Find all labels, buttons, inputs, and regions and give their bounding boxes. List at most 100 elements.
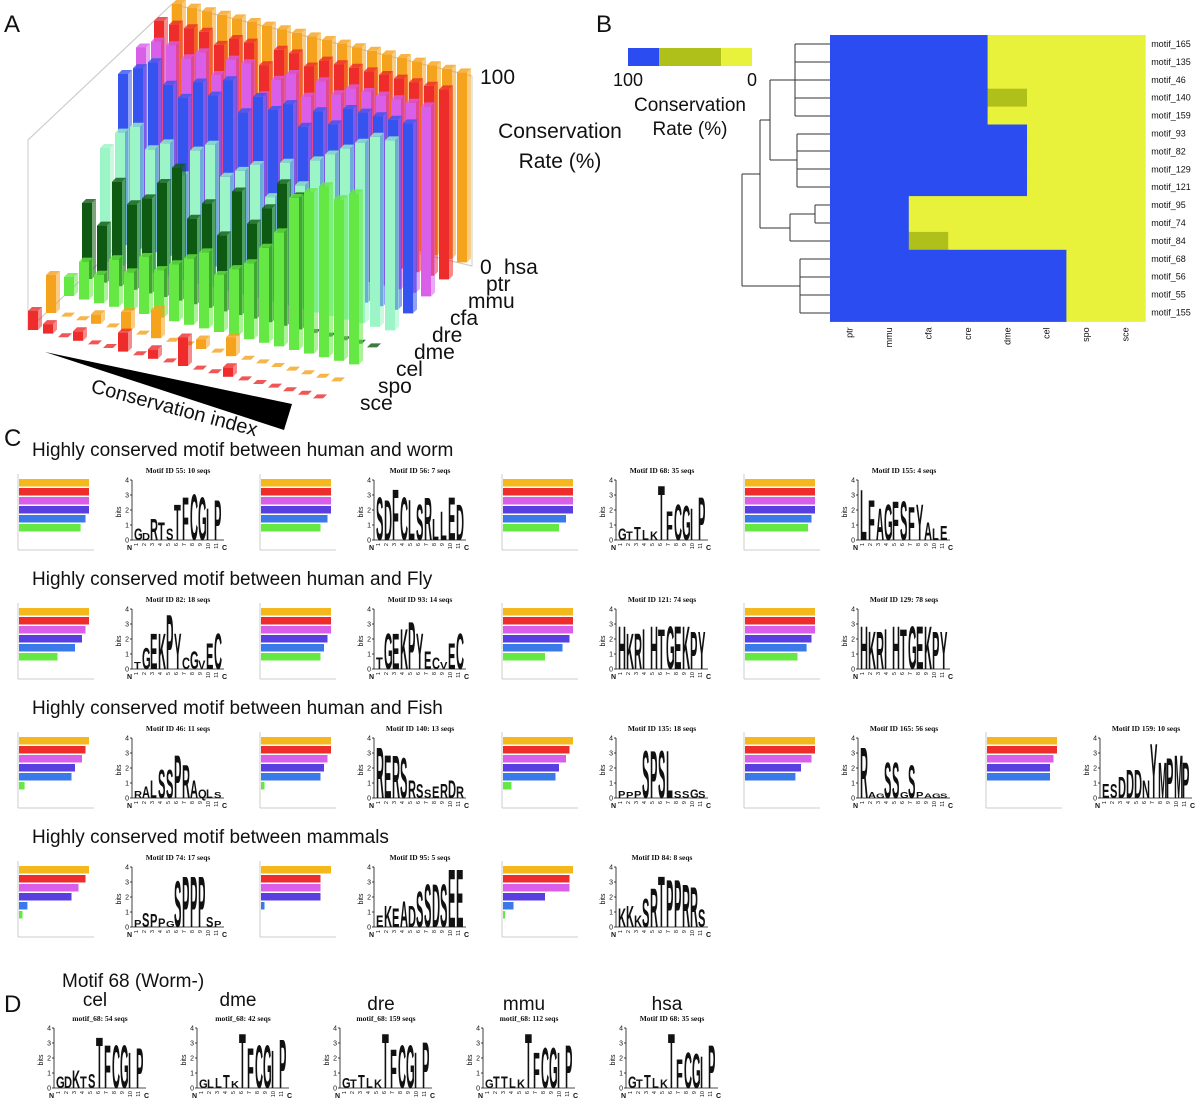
bar bbox=[304, 192, 314, 354]
logo-letter: F bbox=[533, 1041, 540, 1099]
bar-top bbox=[166, 338, 180, 342]
logo-x-tick-label: 9 bbox=[682, 930, 688, 933]
logo-x-tick-label: 5 bbox=[408, 672, 414, 675]
heatmap-cell bbox=[830, 214, 870, 232]
logo-letter: T bbox=[358, 1072, 365, 1093]
logo-end-label: N bbox=[369, 803, 374, 810]
heatmap-cell bbox=[909, 196, 949, 214]
species-label: dre bbox=[367, 994, 394, 1015]
minibar bbox=[261, 764, 324, 772]
logo-end-label: C bbox=[716, 1093, 721, 1100]
logo-letter: S bbox=[698, 906, 705, 933]
logo-x-tick-label: 11 bbox=[708, 1091, 714, 1097]
logo-title: Motif ID 159: 10 seqs bbox=[1112, 724, 1180, 733]
heatmap-cell bbox=[830, 178, 870, 196]
logo-x-tick-label: 8 bbox=[190, 543, 196, 546]
minibar bbox=[745, 617, 815, 625]
logo-y-tick-label: 1 bbox=[125, 781, 129, 788]
logo-x-tick-label: 9 bbox=[263, 1091, 269, 1094]
logo-x-tick-label: 8 bbox=[112, 1091, 118, 1094]
heatmap-cell bbox=[948, 268, 988, 286]
column-label: mmu bbox=[884, 327, 894, 347]
bar bbox=[214, 275, 224, 332]
logo-letter: S bbox=[884, 751, 891, 809]
logo-letter: Y bbox=[916, 493, 923, 551]
logo-y-tick-label: 2 bbox=[609, 766, 613, 773]
logo-y-tick-label: 4 bbox=[367, 478, 371, 485]
minibar bbox=[503, 635, 570, 643]
logo-x-tick-label: 3 bbox=[501, 1091, 507, 1094]
bar bbox=[229, 269, 239, 336]
logo-end-label: N bbox=[621, 1093, 626, 1100]
logo-x-tick-label: 8 bbox=[674, 801, 680, 804]
logo-x-tick-label: 4 bbox=[158, 930, 164, 933]
logo-x-tick-label: 11 bbox=[698, 543, 704, 549]
logo-y-label: bits bbox=[1084, 764, 1091, 775]
logo-letter: T bbox=[501, 1073, 508, 1092]
logo-y-tick-label: 1 bbox=[609, 523, 613, 530]
logo-y-tick-label: 0 bbox=[367, 796, 371, 803]
logo-y-tick-label: 1 bbox=[367, 652, 371, 659]
heatmap-cell bbox=[1027, 160, 1067, 178]
minibar bbox=[503, 488, 573, 496]
logo-x-tick-label: 4 bbox=[884, 801, 890, 804]
minibar bbox=[261, 506, 331, 514]
logo-y-tick-label: 0 bbox=[367, 667, 371, 674]
logo-x-tick-label: 10 bbox=[1174, 801, 1180, 807]
logo-x-tick-label: 11 bbox=[456, 801, 462, 807]
logo-y-tick-label: 1 bbox=[125, 523, 129, 530]
logo-x-tick-label: 2 bbox=[868, 672, 874, 675]
heatmap-cell bbox=[830, 304, 870, 322]
logo-end-label: C bbox=[144, 1093, 149, 1100]
row-label: motif_82 bbox=[1151, 146, 1186, 156]
logo-title: Motif ID 46: 11 seqs bbox=[146, 724, 210, 733]
bar-top bbox=[103, 344, 117, 348]
logo-x-tick-label: 2 bbox=[207, 1091, 213, 1094]
logo-y-tick-label: 0 bbox=[333, 1086, 337, 1093]
minibar bbox=[261, 866, 331, 874]
heatmap-cell bbox=[830, 125, 870, 143]
logo-x-tick-label: 2 bbox=[142, 930, 148, 933]
logo-x-tick-label: 1 bbox=[376, 801, 382, 804]
minibar bbox=[503, 773, 556, 781]
logo-y-tick-label: 4 bbox=[476, 1026, 480, 1033]
logo-y-tick-label: 4 bbox=[851, 736, 855, 743]
logo-x-tick-label: 1 bbox=[134, 801, 140, 804]
logo-x-tick-label: 5 bbox=[166, 543, 172, 546]
logo-letter: P bbox=[1182, 751, 1189, 809]
logo-end-label: N bbox=[369, 545, 374, 552]
minibar bbox=[503, 746, 570, 754]
heatmap-cell bbox=[988, 232, 1028, 250]
logo-x-tick-label: 3 bbox=[215, 1091, 221, 1094]
logo-y-label: bits bbox=[116, 764, 123, 775]
logo-y-tick-label: 0 bbox=[125, 667, 129, 674]
minibar bbox=[987, 755, 1054, 763]
heatmap-cell bbox=[1027, 125, 1067, 143]
logo-letter: E bbox=[940, 523, 947, 545]
minibar bbox=[745, 479, 815, 487]
logo-x-tick-label: 5 bbox=[408, 930, 414, 933]
minibar bbox=[745, 608, 815, 616]
logo-letter: S bbox=[214, 791, 222, 800]
column-label: ptr bbox=[845, 327, 855, 338]
logo-end-label: N bbox=[853, 674, 858, 681]
heatmap-cell bbox=[1066, 214, 1106, 232]
minibar bbox=[503, 875, 570, 883]
bar-side bbox=[359, 189, 363, 364]
species-label: cel bbox=[83, 990, 107, 1011]
logo-y-tick-label: 0 bbox=[609, 538, 613, 545]
logo-letter: C bbox=[674, 493, 682, 551]
logo-x-tick-label: 6 bbox=[900, 543, 906, 546]
bar bbox=[91, 314, 101, 324]
heatmap-cell bbox=[830, 107, 870, 125]
bar-side bbox=[284, 228, 288, 346]
minibar bbox=[503, 902, 514, 910]
logo-y-tick-label: 3 bbox=[476, 1041, 480, 1048]
heatmap-cell bbox=[869, 304, 909, 322]
logo-letter: E bbox=[424, 648, 431, 675]
logo-title: Motif ID 82: 18 seqs bbox=[146, 595, 211, 604]
heatmap-cell bbox=[869, 214, 909, 232]
logo-y-tick-label: 4 bbox=[367, 736, 371, 743]
logo-x-tick-label: 10 bbox=[448, 801, 454, 807]
heatmap-cell bbox=[988, 89, 1028, 107]
